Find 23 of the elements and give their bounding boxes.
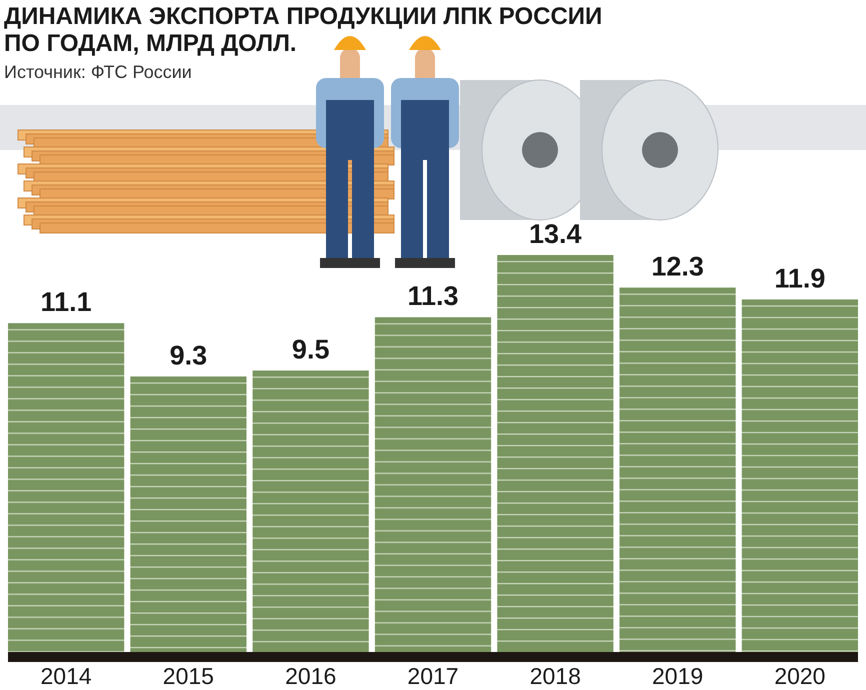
bar [374, 317, 492, 652]
bar [742, 299, 858, 652]
data-label: 12.3 [651, 252, 704, 282]
bar [620, 288, 736, 652]
chart-title: ДИНАМИКА ЭКСПОРТА ПРОДУКЦИИ ЛПК РОССИИ ПО ГОДАМ, МЛРД ДОЛЛ. [4, 3, 602, 57]
x-tick-label: 2018 [530, 663, 581, 689]
x-tick-label: 2020 [774, 663, 826, 689]
x-tick-label: 2019 [652, 663, 704, 689]
x-tick-label: 2017 [407, 663, 459, 689]
data-label: 9.3 [170, 340, 208, 370]
text: Источник: ФТС России [4, 62, 192, 82]
x-tick-label: 2015 [162, 663, 214, 689]
x-tick-label: 2014 [40, 663, 92, 689]
data-label: 11.1 [40, 287, 92, 318]
bar [252, 370, 369, 652]
data-label: 13.4 [529, 219, 582, 249]
data-label: 11.9 [774, 263, 826, 294]
bar [130, 376, 246, 652]
bar [497, 255, 614, 652]
data-label: 9.5 [292, 334, 330, 365]
data-label: 11.3 [407, 281, 459, 312]
bar [8, 323, 124, 652]
x-tick-label: 2016 [285, 663, 336, 689]
